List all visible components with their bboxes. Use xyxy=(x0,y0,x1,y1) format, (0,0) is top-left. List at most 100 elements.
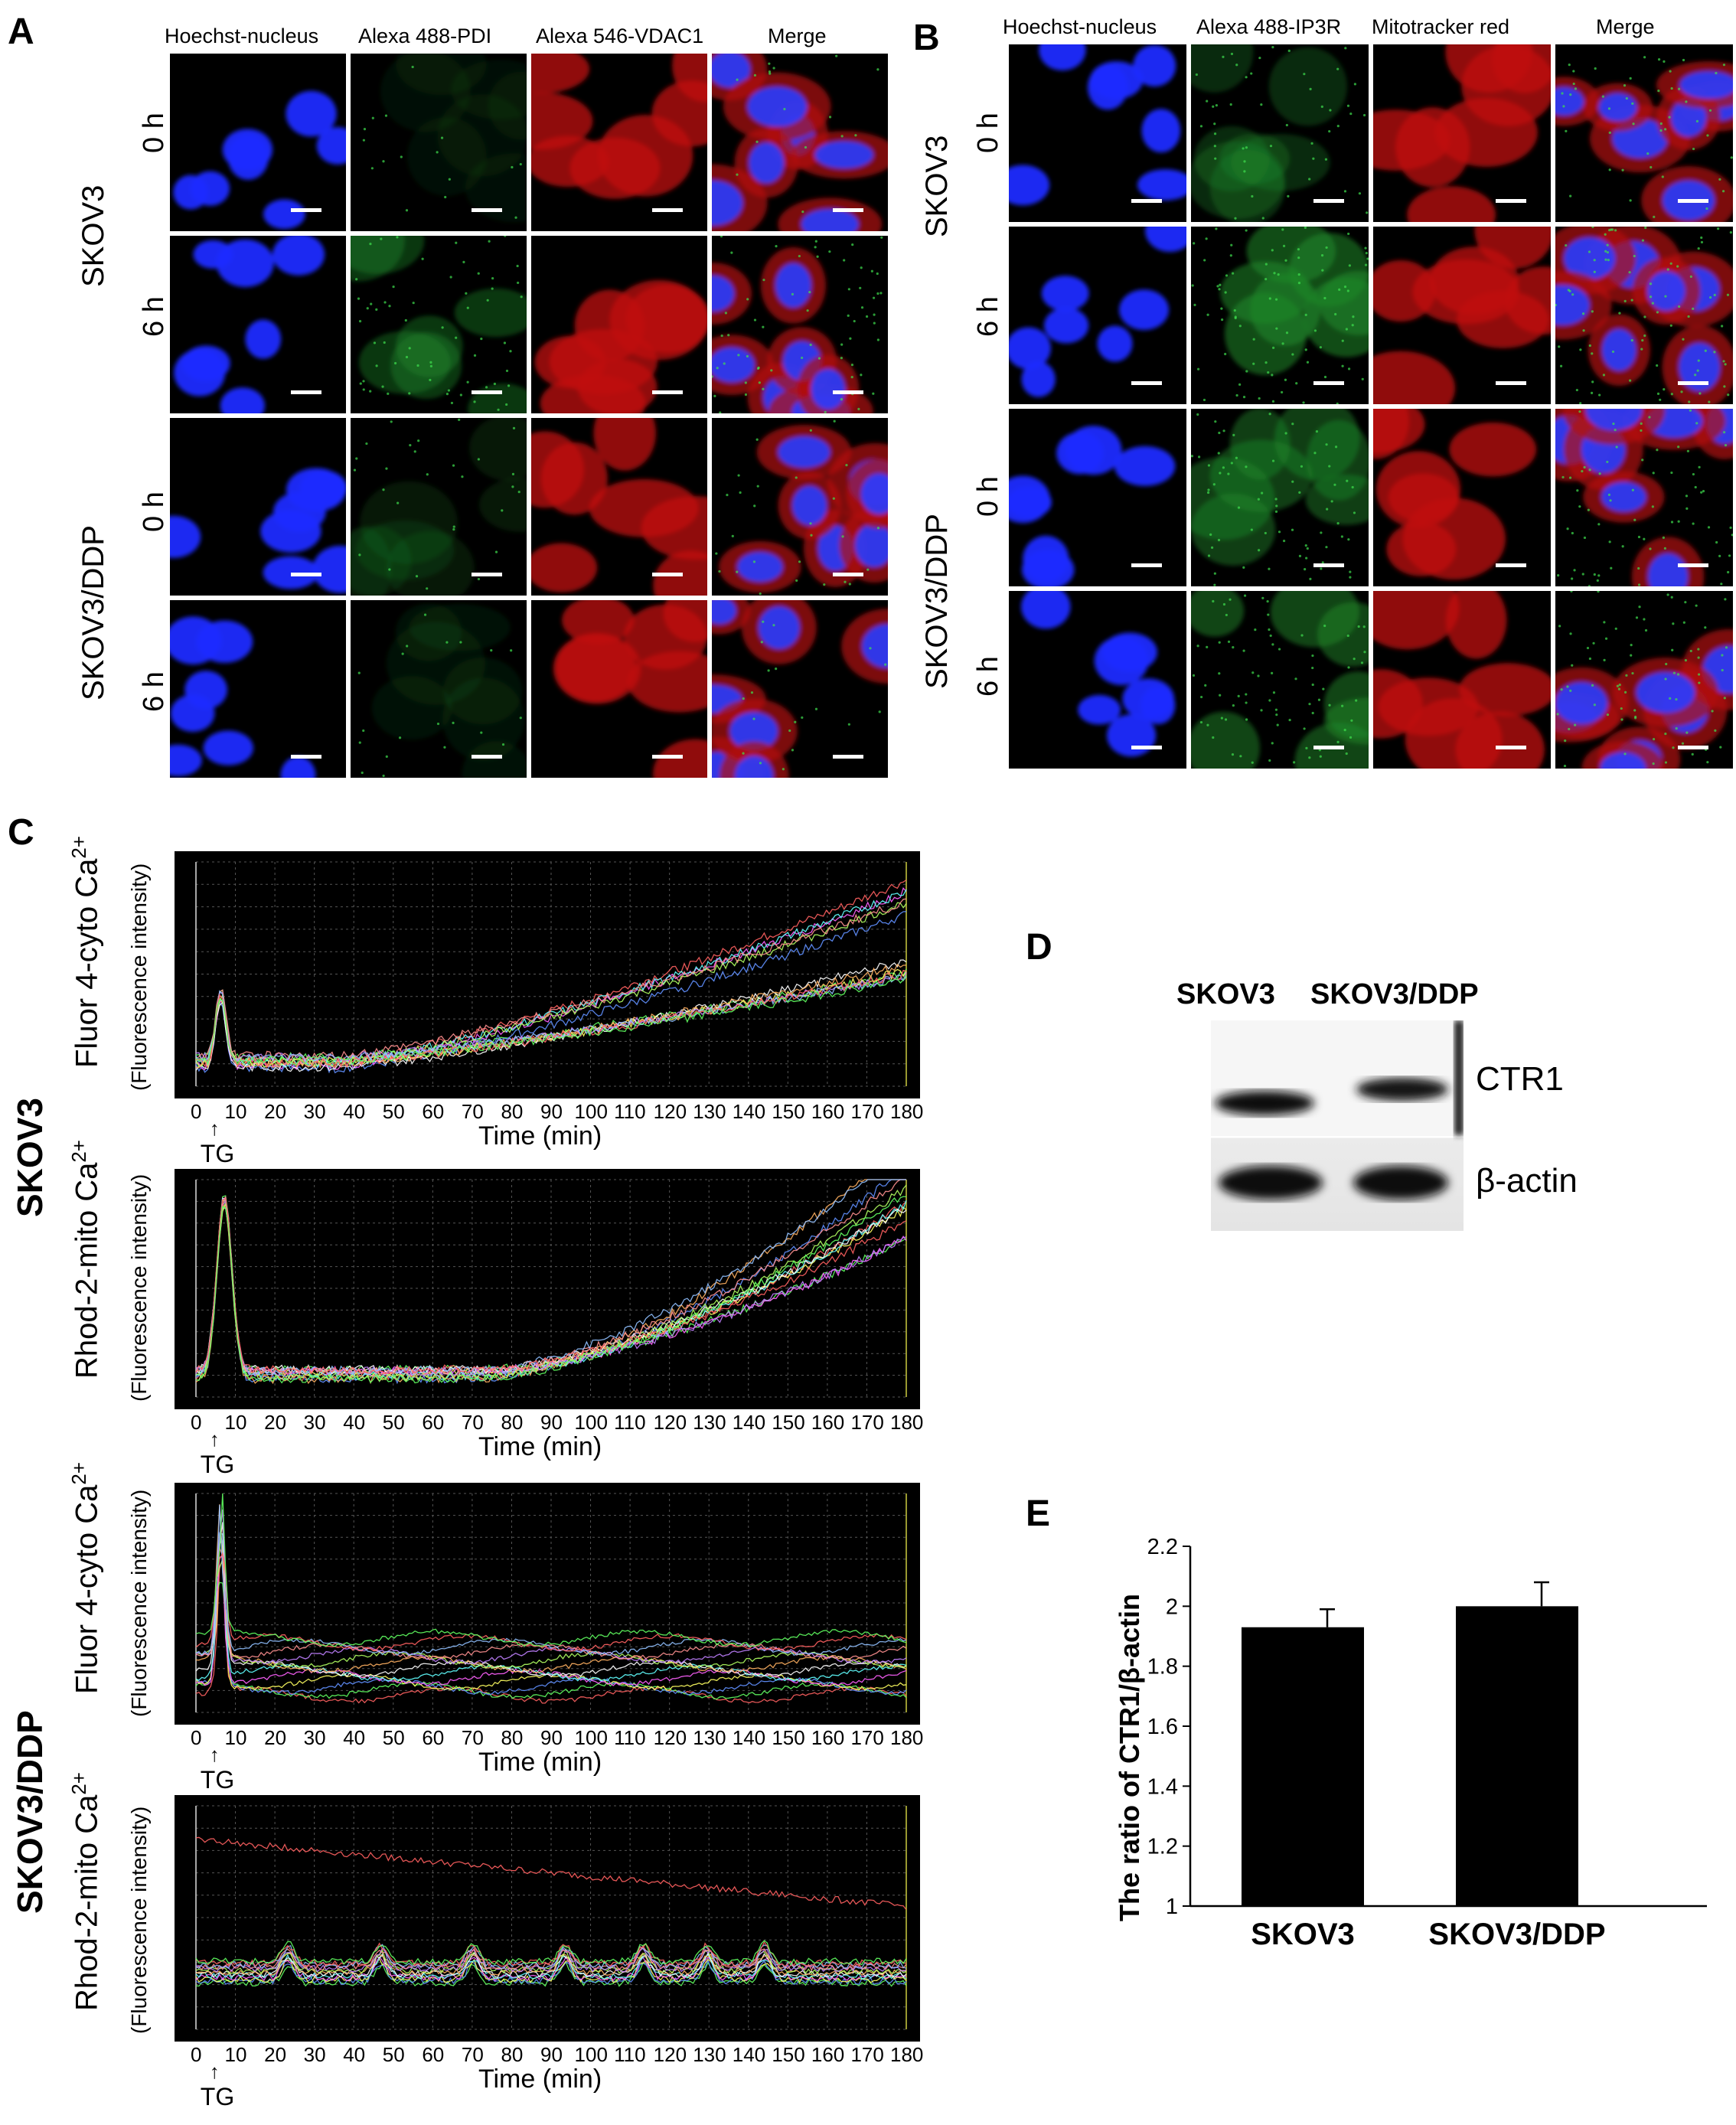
x-tick-label: 90 xyxy=(540,2043,563,2066)
x-tick-label: 0 xyxy=(191,2043,202,2066)
y-tick-label: 1.4 xyxy=(1147,1774,1178,1799)
x-tick-label: 80 xyxy=(501,1100,524,1123)
tg-marker-label: TG xyxy=(200,1140,235,1167)
x-tick-label: 110 xyxy=(614,1726,646,1749)
x-tick-label: 10 xyxy=(224,1100,247,1123)
gridA-cell-r3-merge xyxy=(712,418,888,596)
x-tick-label: 150 xyxy=(772,1726,805,1749)
gridA-cell-r4-blue xyxy=(170,600,346,778)
tg-arrow-icon: ↑ xyxy=(209,1117,220,1140)
trace-panel-2 xyxy=(175,1169,920,1409)
trace-xlabel-1: Time (min) xyxy=(478,1121,602,1151)
x-tick-label: 50 xyxy=(382,1100,405,1123)
x-tick-label: 80 xyxy=(501,1411,524,1434)
x-tick-label: 20 xyxy=(264,1100,287,1123)
panel-a-time-1: 0 h xyxy=(138,113,170,153)
x-tick-label: 120 xyxy=(653,1411,687,1434)
x-tick-label: 180 xyxy=(890,1411,924,1434)
tg-marker-label: TG xyxy=(200,1451,235,1478)
panel-b-group-skov3ddp: SKOV3/DDP xyxy=(920,514,954,689)
x-tick-label: 60 xyxy=(422,1411,445,1434)
panel-c-group-skov3ddp: SKOV3/DDP xyxy=(10,1710,50,1914)
bar-1 xyxy=(1242,1627,1364,1906)
panel-a-col-pdi: Alexa 488-PDI xyxy=(358,24,492,47)
scale-bar xyxy=(1313,381,1344,385)
gridB-cell-r4-green xyxy=(1191,591,1369,769)
trace-ysub-2: (Fluorescence intensity) xyxy=(127,1173,151,1402)
x-tick-label: 10 xyxy=(224,1411,247,1434)
x-tick-label: 120 xyxy=(653,1726,687,1749)
gridB-cell-r2-green xyxy=(1191,227,1369,404)
band-label-ctr1: CTR1 xyxy=(1476,1060,1564,1098)
x-tick-label: 130 xyxy=(693,2043,726,2066)
ctr1-band-skov3ddp xyxy=(1356,1078,1448,1101)
x-tick-label: 170 xyxy=(850,1726,884,1749)
actin-band-skov3 xyxy=(1219,1166,1323,1200)
trace-xlabel-2: Time (min) xyxy=(478,1432,602,1461)
trace-ylabel-3: Fluor 4-cyto Ca2+ xyxy=(67,1461,104,1694)
y-tick-label: 1 xyxy=(1166,1895,1178,1919)
x-tick-label: 50 xyxy=(382,2043,405,2066)
scale-bar xyxy=(291,390,321,394)
x-tick-label: 140 xyxy=(732,2043,766,2066)
x-tick-label: 20 xyxy=(264,2043,287,2066)
gridA-cell-r3-green xyxy=(351,418,527,596)
panel-b-col-merge: Merge xyxy=(1596,15,1655,38)
x-tick-label: 50 xyxy=(382,1726,405,1749)
x-tick-label: 0 xyxy=(191,1411,202,1434)
gridA-cell-r4-green xyxy=(351,600,527,778)
gridB-cell-r3-green xyxy=(1191,409,1369,586)
panel-b-time-2: 6 h xyxy=(972,296,1004,337)
gridB-cell-r4-red xyxy=(1373,591,1551,769)
trace-ysub-3: (Fluorescence intensity) xyxy=(127,1489,151,1717)
panel-a-col-vdac1: Alexa 546-VDAC1 xyxy=(536,24,704,47)
panel-b-col-ip3r: Alexa 488-IP3R xyxy=(1196,15,1342,38)
scale-bar xyxy=(833,755,863,759)
scale-bar xyxy=(1131,746,1162,749)
panel-d-label: D xyxy=(1026,927,1052,968)
x-tick-label: 160 xyxy=(811,1726,845,1749)
x-tick-label: 170 xyxy=(850,2043,884,2066)
x-tick-label: 110 xyxy=(614,2043,646,2066)
gridA-cell-r2-green xyxy=(351,236,527,413)
x-tick-label: 150 xyxy=(772,2043,805,2066)
x-tick-label: 60 xyxy=(422,2043,445,2066)
trace-ylabel-2: Rhod-2-mito Ca2+ xyxy=(67,1140,104,1379)
trace-ysub-4: (Fluorescence intensity) xyxy=(127,1806,151,2034)
panel-a-group-skov3ddp: SKOV3/DDP xyxy=(77,525,110,700)
x-tick-label: 160 xyxy=(811,1100,845,1123)
x-tick-label: 0 xyxy=(191,1726,202,1749)
panel-b-time-3: 0 h xyxy=(972,476,1004,517)
scale-bar xyxy=(1496,746,1526,749)
x-tick-label: 50 xyxy=(382,1411,405,1434)
tg-arrow-icon: ↑ xyxy=(209,2060,220,2083)
x-tick-label: 140 xyxy=(732,1411,766,1434)
tg-marker-label: TG xyxy=(200,2083,235,2110)
x-tick-label: 70 xyxy=(461,1100,484,1123)
x-tick-label: 150 xyxy=(772,1100,805,1123)
x-tick-label: 80 xyxy=(501,1726,524,1749)
x-category-label: SKOV3/DDP xyxy=(1428,1918,1605,1951)
scale-bar xyxy=(833,208,863,212)
trace-panel-1 xyxy=(175,851,920,1098)
gridB-cell-r3-red xyxy=(1373,409,1551,586)
scale-bar xyxy=(472,390,502,394)
tg-arrow-icon: ↑ xyxy=(209,1428,220,1451)
x-tick-label: 30 xyxy=(303,1411,326,1434)
trace-panel-3 xyxy=(175,1483,920,1725)
gridA-cell-r2-blue xyxy=(170,236,346,413)
x-tick-label: 110 xyxy=(614,1411,646,1434)
x-tick-label: 70 xyxy=(461,1411,484,1434)
panel-a-group-skov3: SKOV3 xyxy=(77,184,110,287)
panel-a-col-hoechst: Hoechst-nucleus xyxy=(165,24,319,47)
scale-bar xyxy=(291,573,321,576)
gridB-cell-r1-merge xyxy=(1555,44,1733,222)
panel-a-label: A xyxy=(8,11,34,52)
x-tick-label: 100 xyxy=(574,2043,608,2066)
gridA-cell-r1-merge xyxy=(712,54,888,231)
panel-a-time-2: 6 h xyxy=(138,296,170,337)
gridA-cell-r2-merge xyxy=(712,236,888,413)
gridA-cell-r4-red xyxy=(531,600,707,778)
panel-c-group-skov3: SKOV3 xyxy=(10,1098,50,1217)
x-tick-label: 130 xyxy=(693,1411,726,1434)
